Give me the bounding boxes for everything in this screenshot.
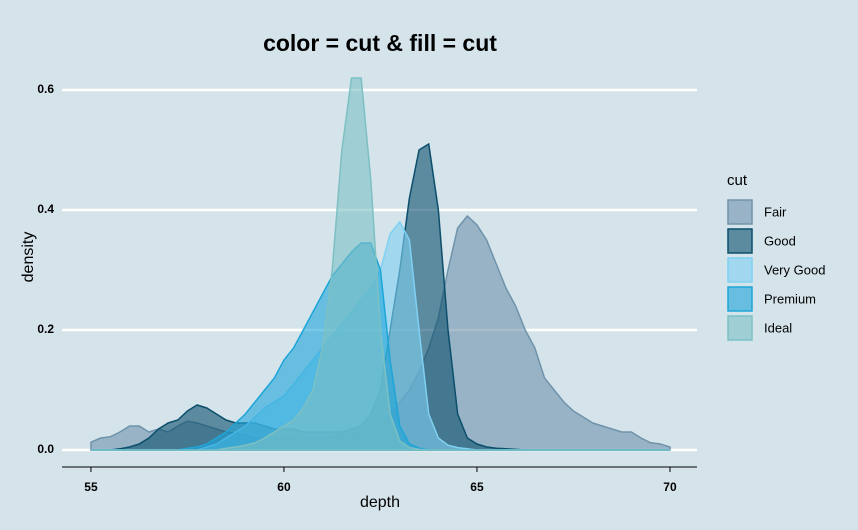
y-axis-label: density: [20, 232, 37, 283]
x-tick-label: 70: [663, 480, 677, 494]
x-tick-label: 60: [277, 480, 291, 494]
x-axis-label: depth: [360, 494, 400, 511]
legend-key: [727, 199, 753, 225]
x-tick-label: 55: [84, 480, 98, 494]
legend-key: [727, 257, 753, 283]
legend-label: Good: [764, 233, 796, 248]
legend-label: Fair: [764, 204, 787, 219]
y-tick-label: 0.6: [37, 82, 54, 96]
y-tick-label: 0.0: [37, 442, 54, 456]
legend-key: [727, 286, 753, 312]
y-tick-label: 0.2: [37, 322, 54, 336]
legend-label: Very Good: [764, 262, 825, 277]
density-area: [90, 77, 670, 451]
legend-label: Premium: [764, 291, 816, 306]
y-tick-label: 0.4: [37, 202, 54, 216]
legend-title: cut: [727, 172, 748, 189]
chart-title: color = cut & fill = cut: [263, 30, 497, 56]
x-tick-label: 65: [470, 480, 484, 494]
legend-label: Ideal: [764, 320, 792, 335]
legend-key: [727, 228, 753, 254]
legend-key: [727, 315, 753, 341]
